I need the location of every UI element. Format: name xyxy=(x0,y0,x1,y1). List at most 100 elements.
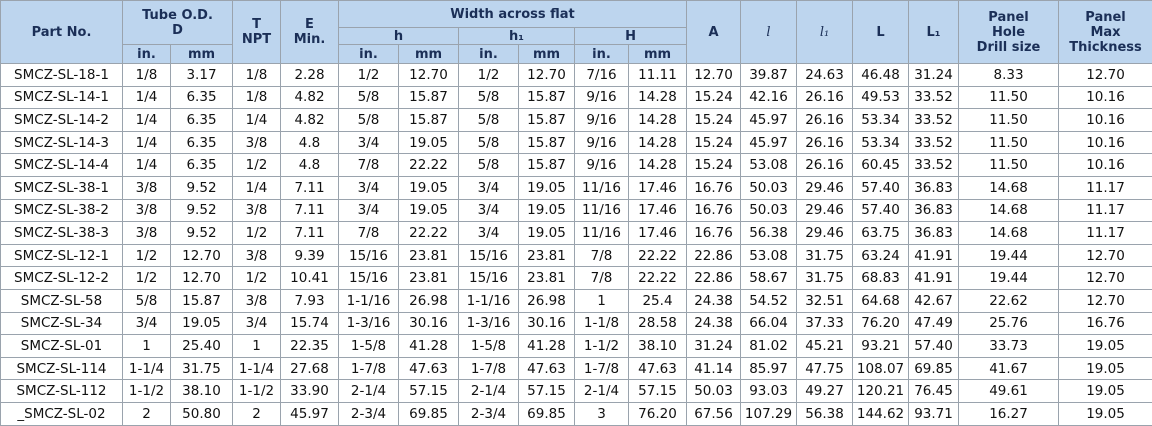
table-cell: 38.10 xyxy=(629,335,687,358)
table-cell: 12.70 xyxy=(1059,64,1152,87)
table-cell: 63.24 xyxy=(853,244,909,267)
header-cell: h₁ xyxy=(459,28,575,45)
table-cell: SMCZ-SL-38-1 xyxy=(1,176,123,199)
table-cell: 22.22 xyxy=(399,222,459,245)
table-cell: 1/4 xyxy=(123,86,171,109)
table-cell: 15.24 xyxy=(687,86,741,109)
table-cell: 11.50 xyxy=(959,109,1059,132)
table-cell: 26.98 xyxy=(519,289,575,312)
table-cell: 3/8 xyxy=(233,244,281,267)
table-cell: 2-1/4 xyxy=(459,380,519,403)
table-cell: 11.17 xyxy=(1059,222,1152,245)
table-cell: 1/2 xyxy=(233,267,281,290)
table-cell: SMCZ-SL-38-2 xyxy=(1,199,123,222)
table-cell: 37.33 xyxy=(797,312,853,335)
table-cell: 60.45 xyxy=(853,154,909,177)
table-cell: 1-1/16 xyxy=(459,289,519,312)
table-cell: 19.44 xyxy=(959,267,1059,290)
table-cell: 50.03 xyxy=(741,199,797,222)
table-cell: 14.68 xyxy=(959,222,1059,245)
table-cell: 15/16 xyxy=(339,244,399,267)
table-cell: 1/4 xyxy=(233,109,281,132)
table-cell: 19.05 xyxy=(519,222,575,245)
table-cell: 7/8 xyxy=(339,222,399,245)
table-cell: 63.75 xyxy=(853,222,909,245)
table-cell: 42.67 xyxy=(909,289,959,312)
table-cell: 1-5/8 xyxy=(339,335,399,358)
header-cell: Width across flat xyxy=(339,1,687,28)
table-cell: 1/8 xyxy=(123,64,171,87)
table-cell: 7/8 xyxy=(575,267,629,290)
table-cell: 15.87 xyxy=(519,86,575,109)
table-cell: 1/2 xyxy=(233,154,281,177)
table-cell: SMCZ-SL-18-1 xyxy=(1,64,123,87)
table-cell: 19.05 xyxy=(399,199,459,222)
table-cell: 54.52 xyxy=(741,289,797,312)
table-cell: 15.87 xyxy=(399,109,459,132)
table-cell: 22.22 xyxy=(629,267,687,290)
table-cell: 2 xyxy=(123,402,171,425)
table-cell: 41.28 xyxy=(399,335,459,358)
table-cell: 9/16 xyxy=(575,109,629,132)
table-cell: 107.29 xyxy=(741,402,797,425)
header-text: Tube O.D. xyxy=(123,8,232,23)
table-cell: 15.87 xyxy=(399,86,459,109)
table-cell: 31.75 xyxy=(797,267,853,290)
table-cell: 17.46 xyxy=(629,222,687,245)
table-cell: 5/8 xyxy=(459,131,519,154)
table-cell: 2-1/4 xyxy=(575,380,629,403)
table-cell: 9.52 xyxy=(171,222,233,245)
table-cell: SMCZ-SL-12-2 xyxy=(1,267,123,290)
header-text: Panel xyxy=(959,10,1058,25)
table-cell: 30.16 xyxy=(399,312,459,335)
table-cell: 14.28 xyxy=(629,154,687,177)
table-cell: 7/8 xyxy=(575,244,629,267)
table-cell: 5/8 xyxy=(459,154,519,177)
table-cell: 10.16 xyxy=(1059,109,1152,132)
table-cell: 11.11 xyxy=(629,64,687,87)
table-cell: 2 xyxy=(233,402,281,425)
table-cell: 15.87 xyxy=(519,154,575,177)
table-cell: 33.52 xyxy=(909,86,959,109)
table-cell: 25.76 xyxy=(959,312,1059,335)
table-cell: 4.82 xyxy=(281,86,339,109)
table-cell: 45.21 xyxy=(797,335,853,358)
table-cell: 1 xyxy=(123,335,171,358)
table-cell: 3.17 xyxy=(171,64,233,87)
table-cell: 42.16 xyxy=(741,86,797,109)
table-cell: 23.81 xyxy=(399,244,459,267)
table-cell: 33.73 xyxy=(959,335,1059,358)
table-cell: 41.91 xyxy=(909,244,959,267)
table-cell: 9.39 xyxy=(281,244,339,267)
table-cell: 69.85 xyxy=(519,402,575,425)
table-cell: 19.05 xyxy=(1059,380,1152,403)
table-cell: 1-7/8 xyxy=(459,357,519,380)
table-cell: 53.34 xyxy=(853,109,909,132)
table-cell: 56.38 xyxy=(741,222,797,245)
table-cell: 11.50 xyxy=(959,86,1059,109)
table-cell: 31.75 xyxy=(797,244,853,267)
table-cell: 1-5/8 xyxy=(459,335,519,358)
table-cell: 33.52 xyxy=(909,109,959,132)
table-cell: 9.52 xyxy=(171,176,233,199)
table-cell: 12.70 xyxy=(1059,244,1152,267)
table-cell: 1/2 xyxy=(123,267,171,290)
table-cell: 15/16 xyxy=(459,267,519,290)
unit-cell: in. xyxy=(339,45,399,64)
table-cell: 15.24 xyxy=(687,109,741,132)
unit-cell: in. xyxy=(575,45,629,64)
table-cell: SMCZ-SL-112 xyxy=(1,380,123,403)
table-cell: 9/16 xyxy=(575,86,629,109)
table-cell: 19.05 xyxy=(399,131,459,154)
table-cell: 68.83 xyxy=(853,267,909,290)
header-text: E xyxy=(281,17,338,32)
